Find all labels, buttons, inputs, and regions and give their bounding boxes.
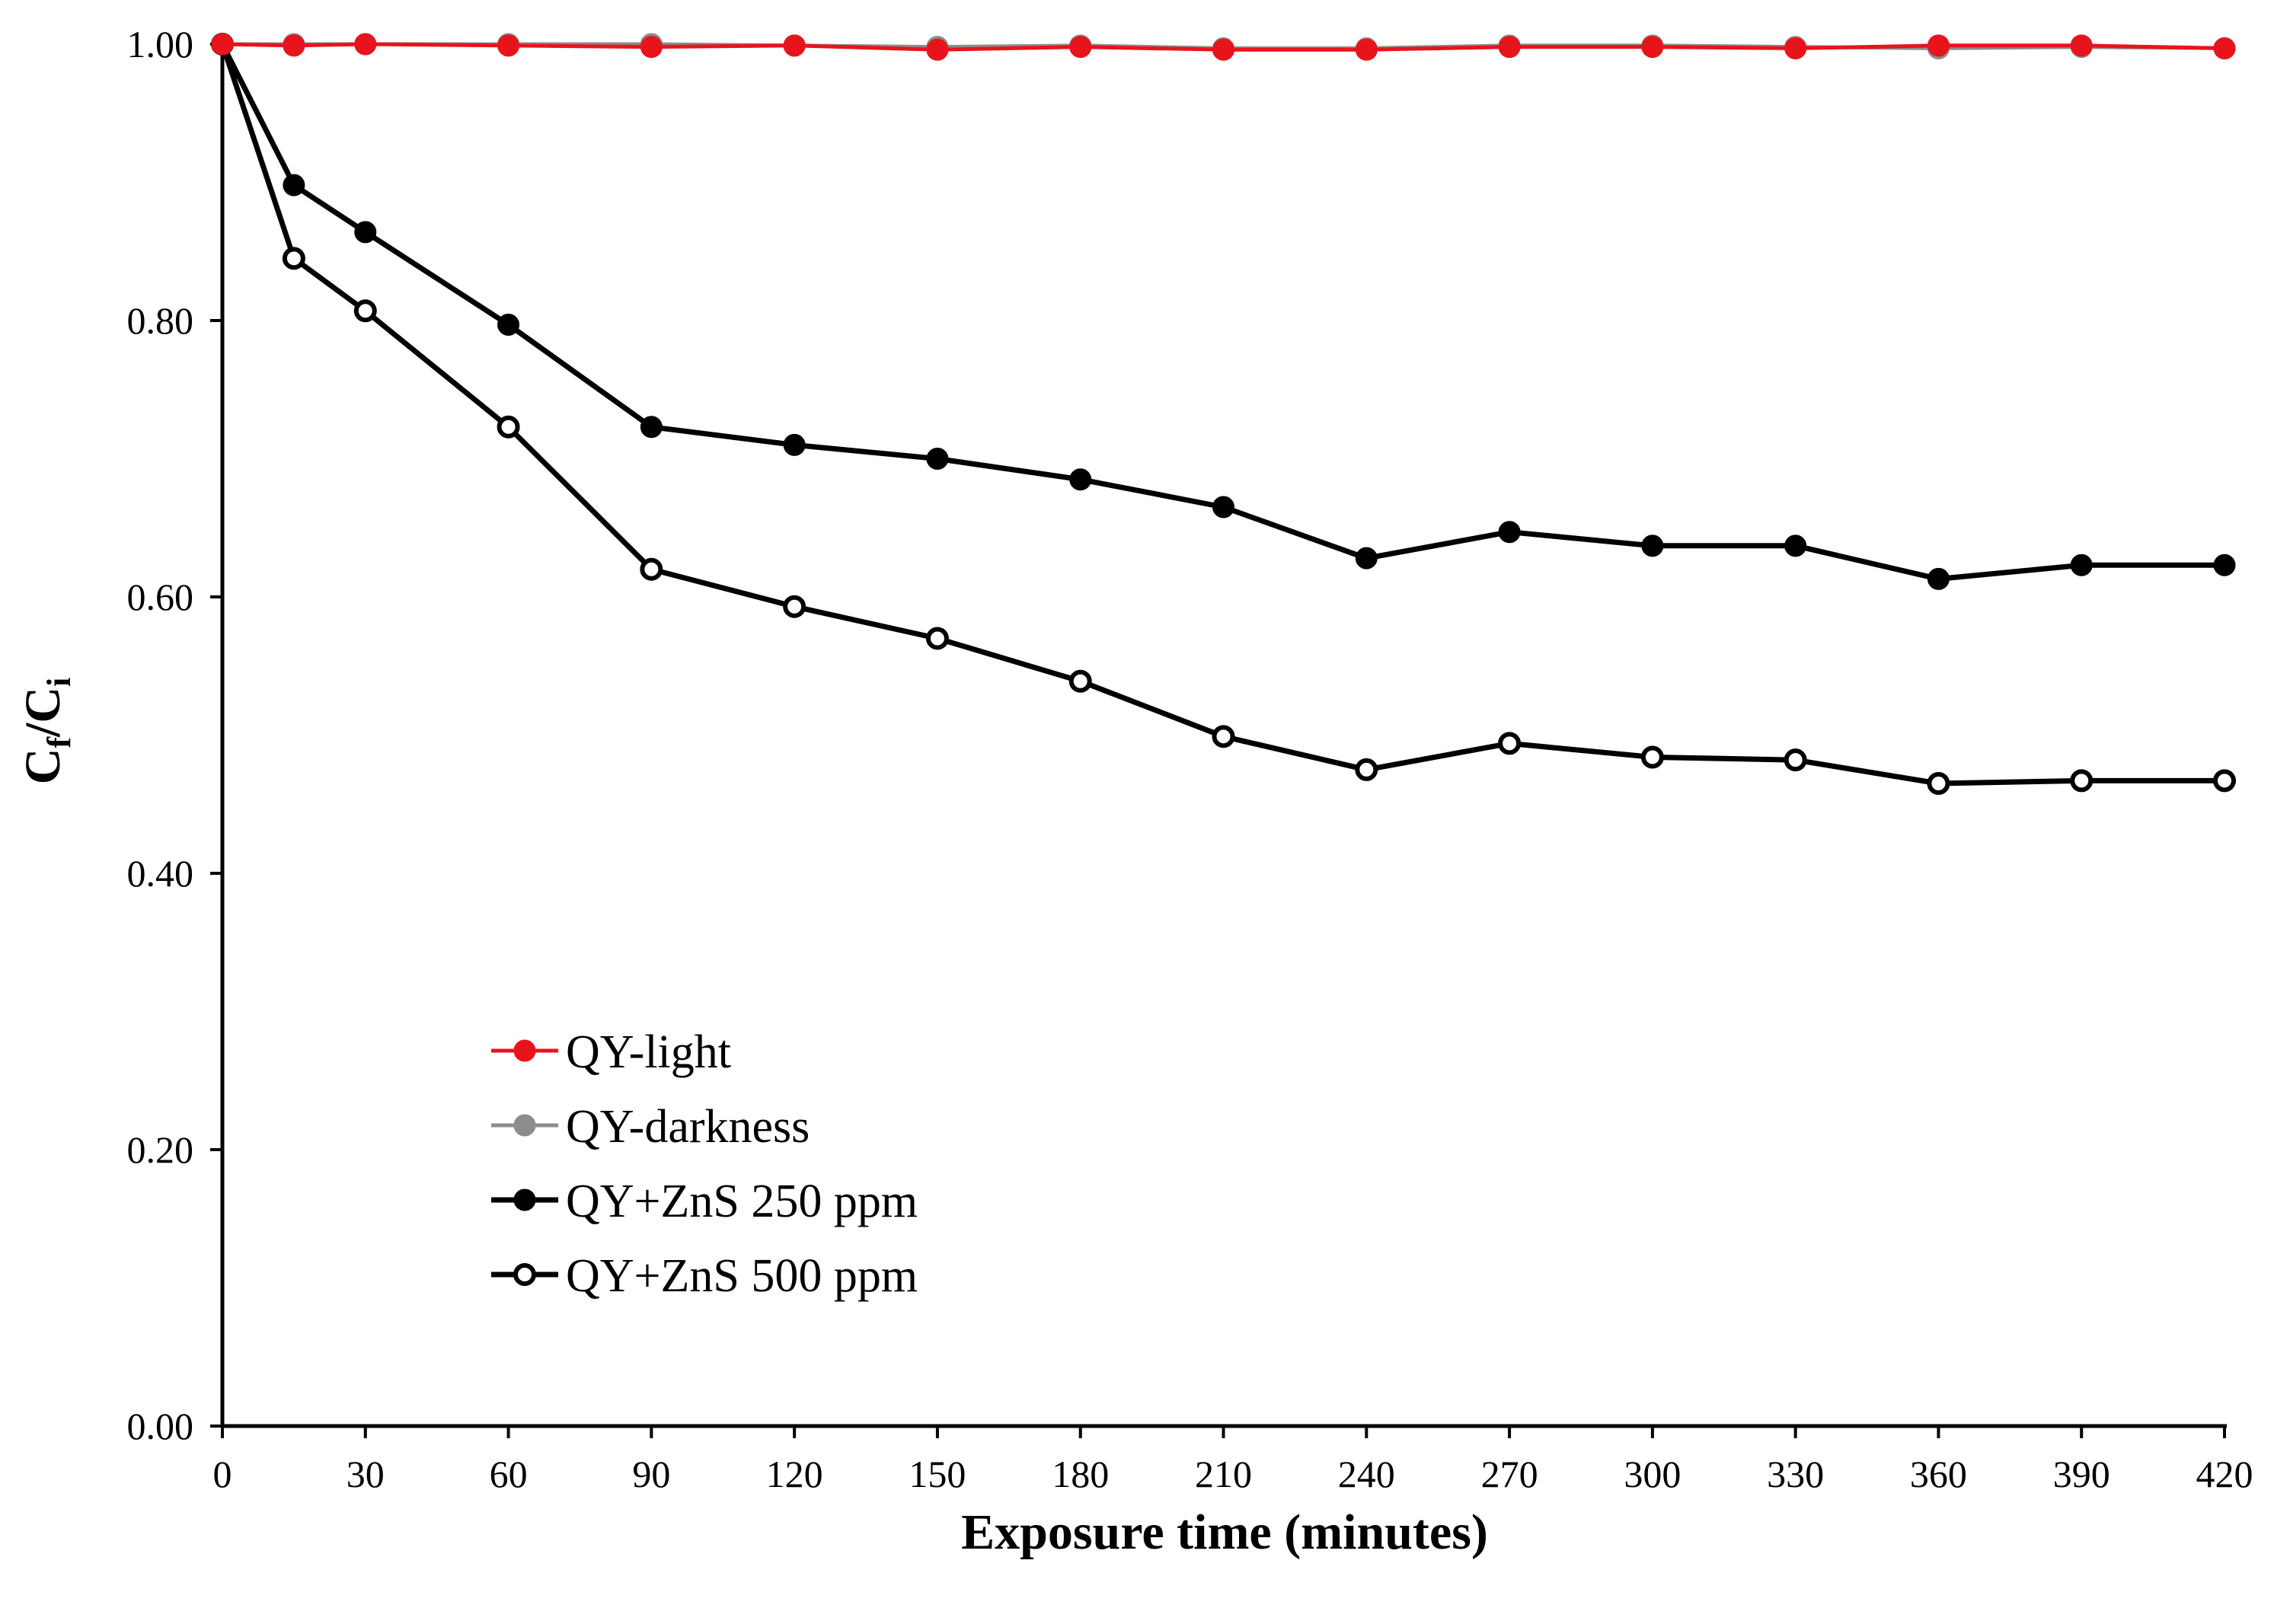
data-point-qy-light — [1498, 36, 1521, 59]
data-point-qy-zns-250-ppm — [1212, 496, 1234, 518]
data-point-qy-zns-500-ppm — [1068, 669, 1092, 693]
legend-label: QY+ZnS 250 ppm — [566, 1176, 918, 1227]
data-point-qy-zns-500-ppm — [1784, 748, 1807, 772]
data-point-qy-light — [1784, 37, 1807, 59]
data-point-qy-zns-250-ppm — [1355, 547, 1378, 570]
x-tick-label: 300 — [1624, 1453, 1681, 1495]
y-axis-title-main: C — [15, 748, 71, 785]
data-point-qy-light — [1069, 36, 1092, 59]
x-tick-label: 420 — [2196, 1453, 2253, 1495]
data-point-qy-light — [1927, 34, 1950, 57]
data-point-qy-zns-500-ppm — [2070, 769, 2094, 793]
data-point-qy-zns-250-ppm — [1641, 534, 1664, 557]
data-point-qy-zns-500-ppm — [925, 627, 949, 650]
x-tick-label: 150 — [909, 1453, 966, 1495]
series-qy-zns-250-ppm — [211, 33, 2236, 590]
y-tick-label: 0.80 — [127, 299, 194, 342]
y-tick-label: 0.00 — [127, 1405, 194, 1447]
series-line-qy-zns-500-ppm — [219, 43, 2224, 786]
data-point-qy-zns-500-ppm — [1640, 745, 1664, 769]
data-point-qy-zns-250-ppm — [1498, 521, 1521, 544]
data-point-qy-zns-250-ppm — [2213, 554, 2236, 576]
x-tick-label: 240 — [1338, 1453, 1395, 1495]
x-tick-label: 210 — [1195, 1453, 1252, 1495]
data-point-qy-zns-500-ppm — [282, 247, 305, 270]
ticks: 0 30 60 90 120 150 180 210 240 270 300 330 360 390 420… — [127, 23, 2253, 1495]
y-axis-title-sub-i: i — [40, 678, 78, 687]
data-point-qy-zns-250-ppm — [926, 448, 949, 470]
data-point-qy-zns-250-ppm — [497, 313, 520, 336]
x-tick-label: 0 — [213, 1453, 232, 1495]
series-qy-zns-500-ppm — [211, 33, 2236, 796]
data-point-qy-zns-250-ppm — [640, 416, 663, 439]
legend: QY-light QY-darkness QY+ZnS 250 ppm QY+ZnS … — [491, 1026, 918, 1302]
data-point-qy-zns-250-ppm — [283, 174, 305, 196]
data-point-qy-light — [783, 34, 806, 57]
series-line-qy-light — [222, 42, 2225, 52]
y-axis-title-sub-f: f — [40, 736, 78, 748]
x-tick-label: 390 — [2053, 1453, 2110, 1495]
data-point-qy-zns-500-ppm — [1498, 732, 1522, 755]
data-point-qy-light — [497, 34, 520, 57]
x-tick-label: 360 — [1910, 1453, 1967, 1495]
data-point-qy-zns-250-ppm — [2070, 554, 2093, 576]
data-point-qy-light — [926, 38, 949, 61]
data-point-qy-light — [354, 33, 377, 56]
y-axis-title-sep: /C — [15, 687, 71, 738]
data-point-qy-light — [283, 34, 305, 57]
data-point-qy-light — [640, 36, 663, 59]
legend-item-qy-zns-250-ppm: QY+ZnS 250 ppm — [491, 1176, 918, 1227]
series — [211, 33, 2236, 796]
data-point-qy-zns-250-ppm — [1927, 567, 1950, 590]
y-axis-title: Cf/Ci — [15, 678, 78, 785]
legend-item-qy-zns-500-ppm: QY+ZnS 500 ppm — [491, 1250, 918, 1302]
data-point-qy-zns-500-ppm — [1212, 725, 1235, 748]
data-point-qy-zns-500-ppm — [2213, 769, 2236, 793]
data-point-qy-zns-250-ppm — [1784, 534, 1807, 557]
legend-item-qy-darkness: QY-darkness — [491, 1101, 810, 1153]
legend-swatch-marker — [513, 1039, 536, 1062]
x-tick-label: 120 — [766, 1453, 823, 1495]
data-point-qy-zns-500-ppm — [1927, 772, 1950, 796]
data-point-qy-light — [1212, 38, 1234, 61]
x-tick-label: 90 — [632, 1453, 670, 1495]
x-tick-label: 270 — [1481, 1453, 1538, 1495]
data-point-qy-zns-250-ppm — [1069, 468, 1092, 491]
legend-label: QY+ZnS 500 ppm — [566, 1250, 918, 1302]
data-point-qy-zns-500-ppm — [640, 557, 663, 581]
y-tick-label: 1.00 — [127, 23, 194, 65]
data-point-qy-zns-500-ppm — [497, 415, 520, 439]
series-qy-light — [211, 33, 2236, 61]
x-tick-label: 330 — [1767, 1453, 1824, 1495]
data-point-qy-zns-250-ppm — [783, 433, 806, 456]
legend-item-qy-light: QY-light — [491, 1026, 731, 1078]
data-point-qy-light — [1355, 38, 1378, 61]
y-tick-label: 0.40 — [127, 852, 194, 895]
data-point-qy-zns-500-ppm — [1355, 758, 1378, 781]
x-tick-label: 60 — [490, 1453, 528, 1495]
data-point-qy-light — [2213, 37, 2236, 59]
x-tick-label: 30 — [347, 1453, 385, 1495]
data-point-qy-light — [2070, 34, 2093, 57]
data-point-qy-zns-250-ppm — [354, 221, 377, 244]
y-tick-label: 0.20 — [127, 1128, 194, 1171]
legend-swatch-marker — [513, 1263, 536, 1286]
series-line-qy-zns-250-ppm — [219, 43, 2224, 582]
x-axis-title: Exposure time (minutes) — [961, 1504, 1488, 1560]
data-point-qy-light — [211, 33, 234, 56]
legend-label: QY-light — [566, 1026, 731, 1078]
legend-swatch-marker — [513, 1114, 536, 1137]
x-tick-label: 180 — [1052, 1453, 1109, 1495]
data-point-qy-zns-500-ppm — [783, 595, 806, 618]
legend-swatch-marker — [513, 1188, 536, 1211]
data-point-qy-zns-500-ppm — [353, 299, 377, 323]
legend-label: QY-darkness — [566, 1101, 810, 1153]
data-point-qy-light — [1641, 36, 1664, 59]
y-tick-label: 0.60 — [127, 576, 194, 618]
